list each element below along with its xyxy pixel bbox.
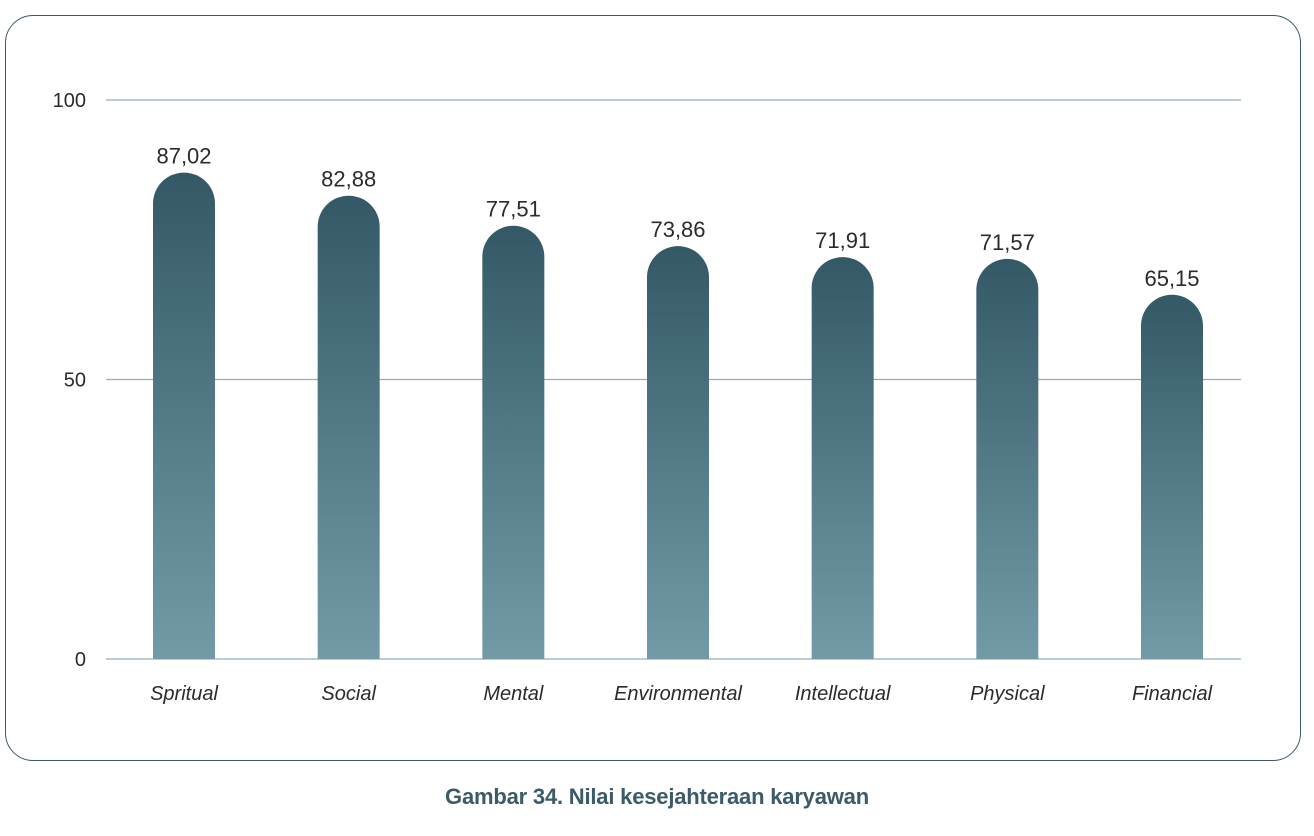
y-tick-label: 100 — [53, 90, 86, 112]
category-label: Mental — [483, 683, 544, 705]
bar-physical — [976, 258, 1039, 659]
value-label: 71,57 — [980, 230, 1035, 255]
y-tick-label: 50 — [64, 370, 86, 392]
value-label: 71,91 — [815, 228, 870, 253]
bar-spritual — [153, 172, 215, 660]
value-label: 65,15 — [1144, 266, 1199, 291]
value-label: 82,88 — [321, 167, 376, 192]
category-label: Social — [321, 683, 376, 705]
bar-intellectual — [811, 257, 874, 659]
bar-mental — [482, 225, 545, 660]
category-label: Environmental — [614, 683, 742, 705]
category-label: Intellectual — [795, 683, 891, 705]
value-labels: 87,02 82,88 77,51 73,86 71,91 71,57 65,15 — [156, 144, 1199, 291]
category-label: Financial — [1132, 683, 1213, 705]
bar-environmental — [647, 246, 709, 660]
y-tick-label: 0 — [75, 649, 86, 671]
bars — [153, 172, 1203, 660]
value-label: 87,02 — [156, 144, 211, 169]
bar-social — [317, 195, 380, 659]
value-label: 73,86 — [650, 217, 705, 242]
value-label: 77,51 — [486, 197, 541, 222]
bar-financial — [1141, 294, 1203, 659]
figure-caption: Gambar 34. Nilai kesejahteraan karyawan — [445, 784, 869, 809]
category-labels: Spritual Social Mental Environmental Intelle… — [150, 683, 1212, 705]
category-label: Spritual — [150, 683, 218, 705]
category-label: Physical — [970, 683, 1045, 705]
y-axis-ticks: 0 50 100 — [53, 90, 86, 671]
